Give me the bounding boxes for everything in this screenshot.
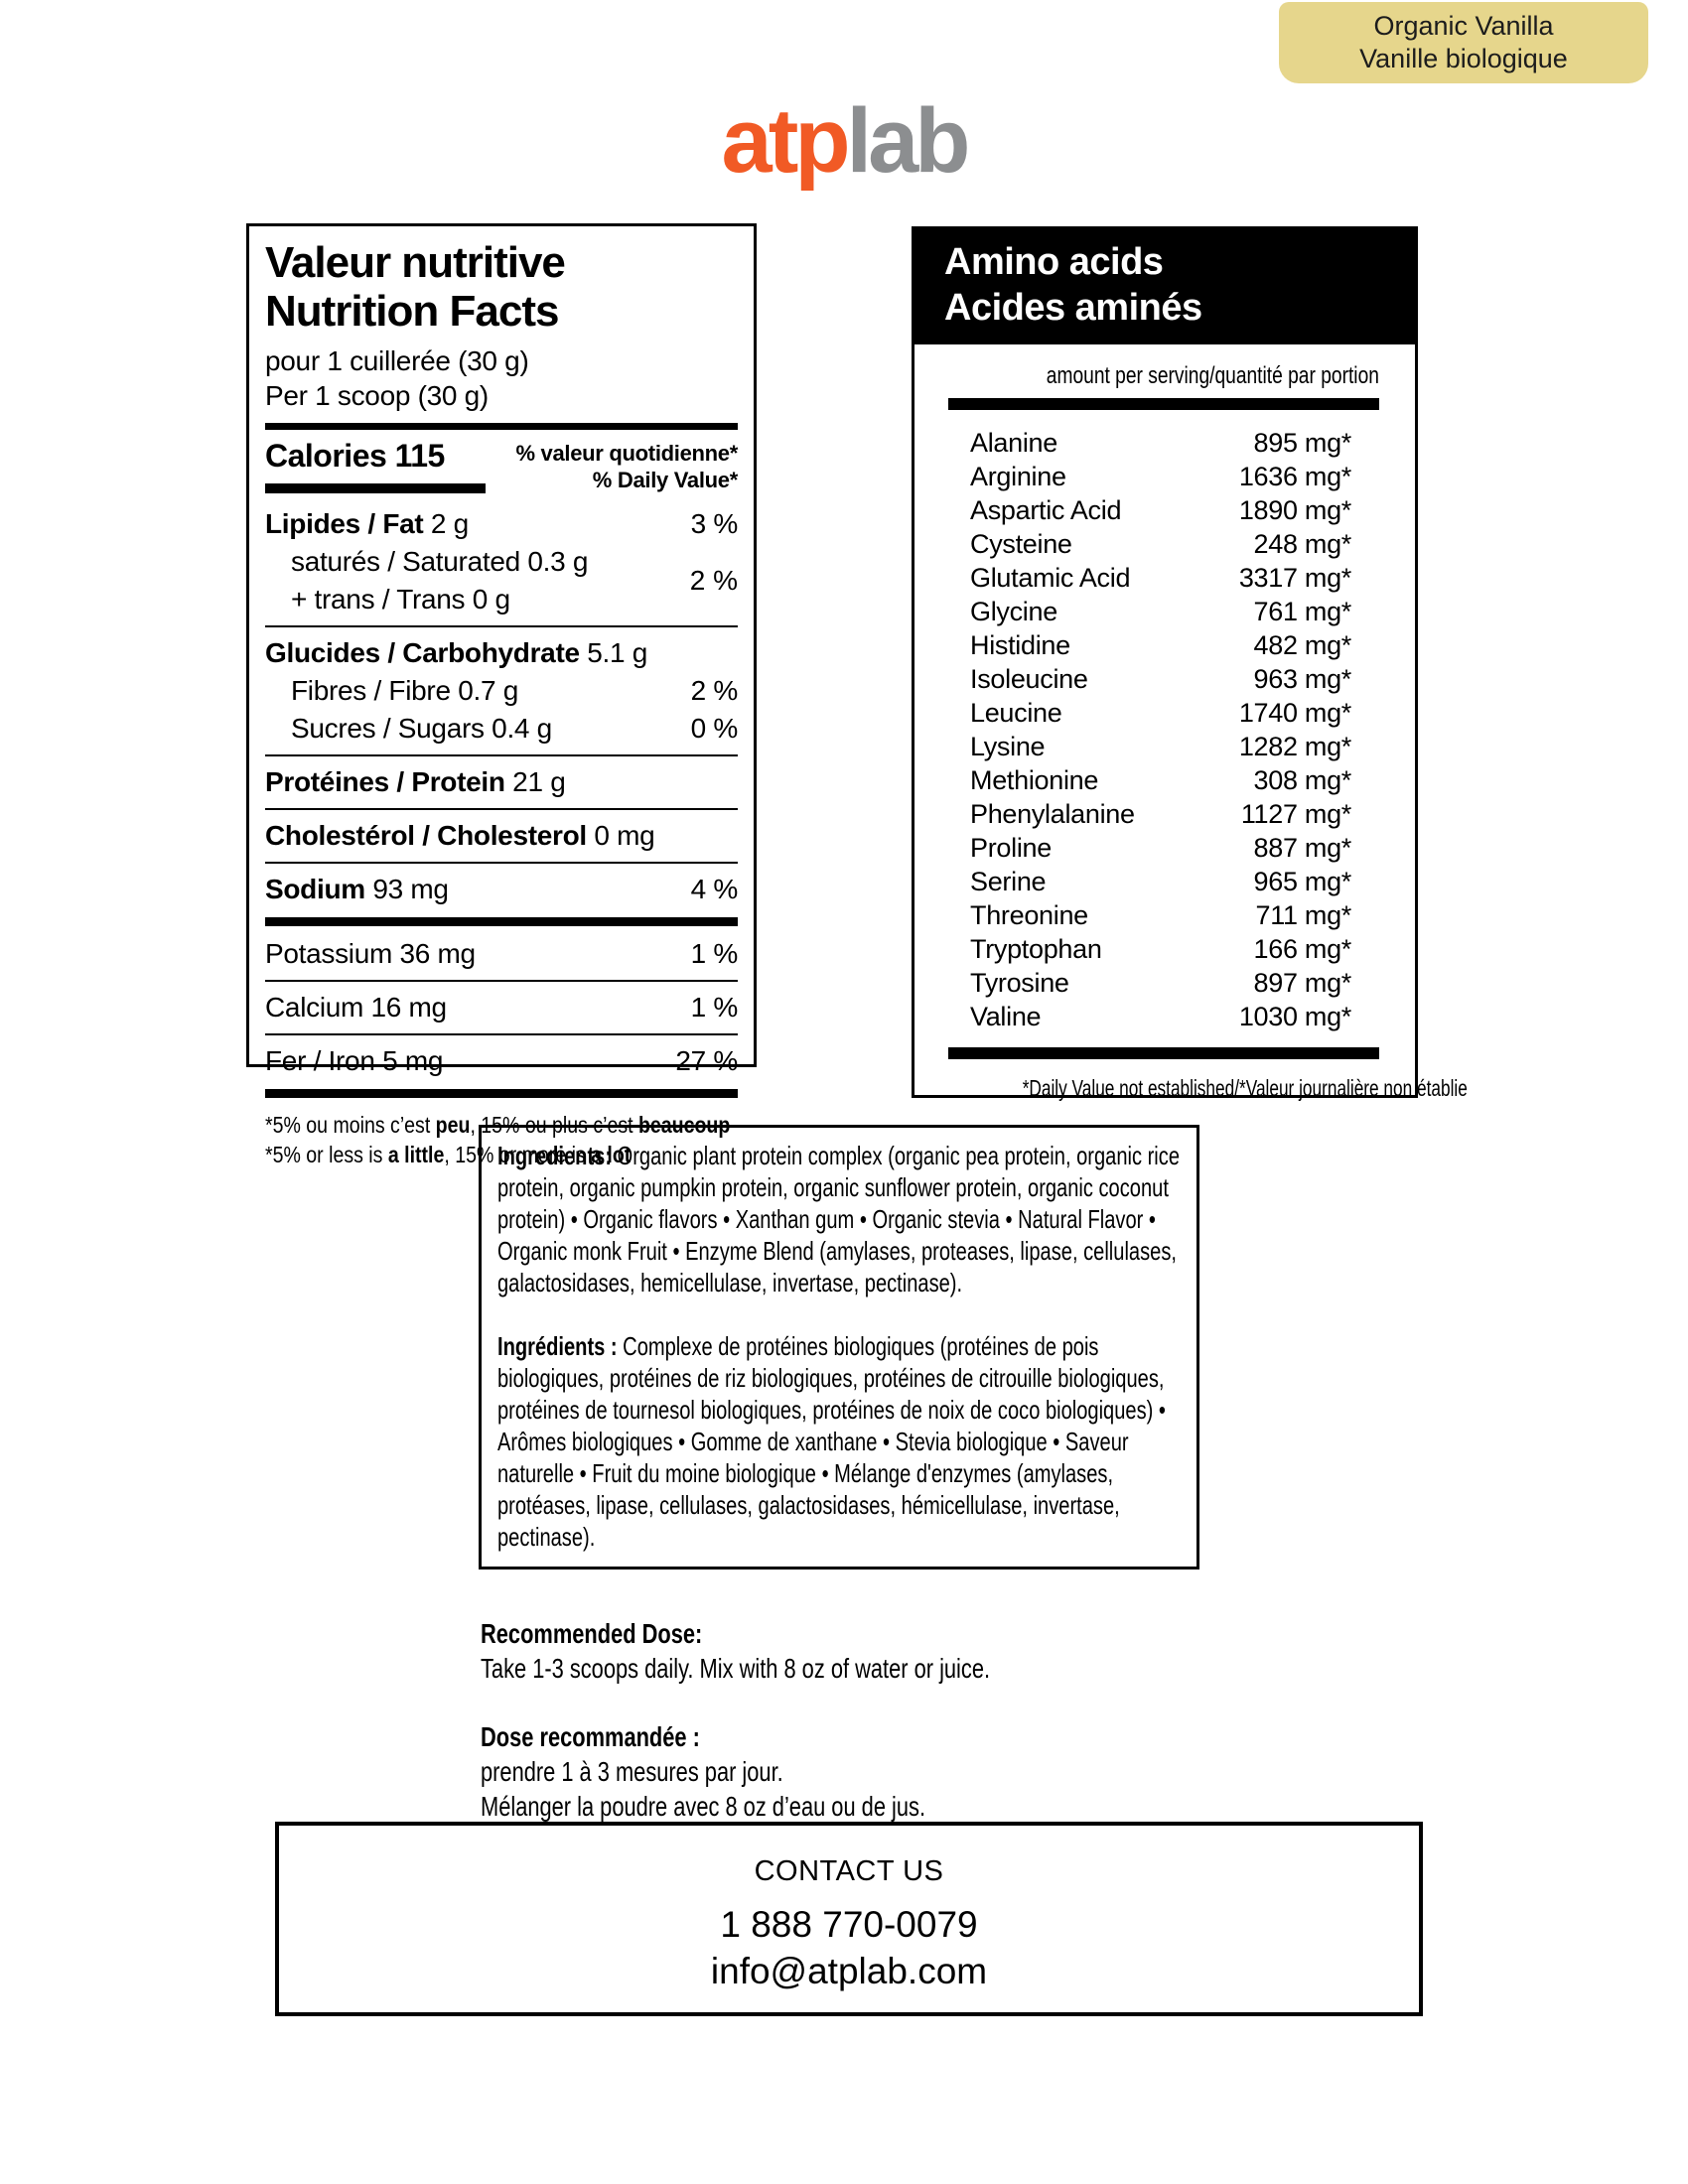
amino-row: Histidine 482 mg* — [970, 630, 1351, 660]
flavor-badge: Organic Vanilla Vanille biologique — [1279, 2, 1648, 83]
thick-rule — [948, 1047, 1379, 1059]
amino-row: Leucine 1740 mg* — [970, 698, 1351, 728]
ingredients-en-label: Ingredients: — [497, 1141, 613, 1170]
amino-acids-panel: Amino acids Acides aminés amount per ser… — [912, 226, 1468, 1101]
serving-size-en: Per 1 scoop (30 g) — [265, 380, 489, 411]
thick-rule — [265, 423, 738, 430]
nutrient-row: Cholestérol / Cholesterol 0 mg — [265, 820, 655, 851]
amino-row: Cysteine 248 mg* — [970, 529, 1351, 559]
dose-text-en: Take 1-3 scoops daily. Mix with 8 oz of … — [481, 1653, 991, 1684]
calories-value: 115 — [394, 438, 446, 474]
amino-row: Tyrosine 897 mg* — [970, 968, 1351, 998]
amino-title-fr: Acides aminés — [944, 287, 1202, 329]
flavor-name-en: Organic Vanilla — [1373, 11, 1554, 41]
amino-row: Threonine 711 mg* — [970, 900, 1351, 930]
brand-logo: atplab — [721, 90, 971, 192]
amino-row: Serine 965 mg* — [970, 867, 1351, 896]
thin-rule — [265, 625, 738, 627]
amino-row: Proline 887 mg* — [970, 833, 1351, 863]
nutrient-row: Sodium 93 mg 4 % — [265, 874, 738, 904]
ingredients-fr: Ingrédients : Complexe de protéines biol… — [497, 1330, 1183, 1553]
contact-box: CONTACT US 1 888 770-0079 info@atplab.co… — [275, 1822, 1423, 2016]
brand-logo-atp: atp — [721, 90, 851, 192]
thick-rule — [265, 917, 738, 926]
amino-footnote: *Daily Value not established/*Valeur jou… — [1022, 1075, 1468, 1101]
amino-row: Glutamic Acid 3317 mg* — [970, 563, 1351, 593]
nutrition-title-en: Nutrition Facts — [265, 287, 559, 336]
amino-row: Tryptophan 166 mg* — [970, 934, 1351, 964]
dose-title-en: Recommended Dose: — [481, 1618, 703, 1649]
nutrient-row: Glucides / Carbohydrate 5.1 g — [265, 637, 648, 668]
ingredients-box: Ingredients: Organic plant protein compl… — [479, 1125, 1199, 1570]
ingredients-en: Ingredients: Organic plant protein compl… — [497, 1140, 1183, 1298]
daily-value-header: % valeur quotidienne* % Daily Value* — [515, 438, 738, 493]
thin-rule — [265, 754, 738, 756]
brand-logo-lab: lab — [846, 90, 971, 192]
nutrient-row-group: saturés / Saturated 0.3 g + trans / Trans… — [291, 546, 738, 614]
daily-value-header-en: % Daily Value* — [592, 468, 739, 492]
thin-rule — [265, 808, 738, 810]
daily-value-header-fr: % valeur quotidienne* — [515, 441, 738, 466]
thin-rule — [265, 862, 738, 864]
calories-underline — [265, 483, 486, 493]
calories-label: Calories 115 — [265, 438, 445, 474]
dose-section: Recommended Dose: Take 1-3 scoops daily.… — [481, 1616, 1134, 1824]
contact-email: info@atplab.com — [710, 1951, 988, 1991]
amino-row: Methionine 308 mg* — [970, 765, 1351, 795]
nutrition-title-fr: Valeur nutritive — [265, 238, 566, 287]
calories-row: Calories 115 % valeur quotidienne* % Dai… — [265, 438, 738, 493]
contact-phone: 1 888 770-0079 — [720, 1904, 978, 1945]
nutrition-facts-panel: Valeur nutritive Nutrition Facts pour 1 … — [246, 223, 757, 1167]
contact-title: CONTACT US — [754, 1855, 944, 1887]
amino-acids-body: amount per serving/quantité par portion … — [914, 344, 1468, 1102]
amino-title-en: Amino acids — [944, 241, 1164, 283]
amino-rows: Alanine 895 mg* Arginine 1636 mg* Aspartic A… — [948, 410, 1379, 1033]
flavor-name-fr: Vanille biologique — [1359, 44, 1568, 73]
ingredients-fr-label: Ingrédients : — [497, 1331, 618, 1361]
thick-rule — [948, 398, 1379, 410]
brand-logo-wrap: atplab — [0, 95, 1688, 187]
amino-row: Valine 1030 mg* — [970, 1002, 1351, 1031]
amino-acids-header: Amino acids Acides aminés — [914, 229, 1415, 344]
serving-size-fr: pour 1 cuillerée (30 g) — [265, 345, 529, 376]
amino-row: Aspartic Acid 1890 mg* — [970, 495, 1351, 525]
dose-text-fr-line1: prendre 1 à 3 mesures par jour. — [481, 1756, 783, 1787]
amino-row: Alanine 895 mg* — [970, 428, 1351, 458]
thick-rule — [265, 1089, 738, 1098]
thin-rule — [265, 980, 738, 982]
nutrition-footnotes: *5% ou moins c’est peu, 15% ou plus c’es… — [265, 1110, 738, 1169]
amino-row: Glycine 761 mg* — [970, 597, 1351, 626]
footnote-en: *5% or less is a little, 15% or more is … — [265, 1142, 632, 1167]
amino-column-header: amount per serving/quantité par portion — [1046, 362, 1379, 389]
nutrient-row: Calcium 16 mg 1 % — [265, 992, 738, 1023]
nutrient-row: Potassium 36 mg 1 % — [265, 938, 738, 969]
amino-row: Arginine 1636 mg* — [970, 462, 1351, 491]
amino-row: Phenylalanine 1127 mg* — [970, 799, 1351, 829]
dose-title-fr: Dose recommandée : — [481, 1721, 700, 1752]
nutrient-row: Fer / Iron 5 mg 27 % — [265, 1045, 738, 1076]
nutrient-row: Protéines / Protein 21 g — [265, 766, 566, 797]
amino-row: Isoleucine 963 mg* — [970, 664, 1351, 694]
ingredients-fr-text: Complexe de protéines biologiques (proté… — [497, 1331, 1166, 1552]
thin-rule — [265, 1033, 738, 1035]
amino-row: Lysine 1282 mg* — [970, 732, 1351, 761]
ingredients-en-text: Organic plant protein complex (organic p… — [497, 1141, 1181, 1297]
dose-text-fr-line2: Mélanger la poudre avec 8 oz d’eau ou de… — [481, 1791, 926, 1822]
